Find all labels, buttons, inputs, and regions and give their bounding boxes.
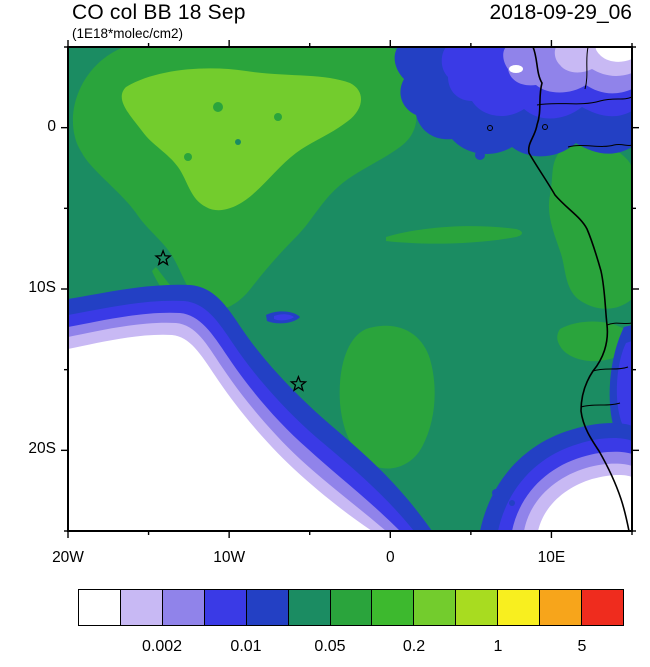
plume-speckle	[213, 102, 223, 112]
colorbar-cell	[371, 589, 415, 626]
country-border	[592, 366, 629, 372]
coastal-green-band	[548, 144, 632, 309]
blue-spot	[509, 500, 515, 506]
lake-outline	[542, 124, 548, 130]
colorbar-label: 5	[577, 638, 587, 655]
marker-layer	[154, 249, 308, 392]
blue-spot	[492, 489, 500, 497]
colorbar-cell	[455, 589, 499, 626]
star-marker	[289, 374, 308, 392]
lon-tick-label: 0	[385, 549, 395, 566]
colorbar-cell	[287, 589, 331, 626]
country-border	[567, 143, 632, 148]
map-plot	[61, 40, 639, 538]
lat-tick-label: 0	[47, 117, 56, 135]
country-border	[536, 96, 632, 106]
colorbar-cell	[329, 589, 373, 626]
lake-outline	[487, 125, 493, 131]
country-border	[584, 47, 589, 90]
colorbar-label: 0.05	[314, 638, 346, 655]
central-blue-dash-core	[274, 314, 294, 321]
lon-tick-label: 10E	[537, 549, 566, 566]
colorbar-cell	[497, 589, 541, 626]
thin-green-filament	[386, 226, 522, 244]
colorbar-cell	[119, 589, 163, 626]
plume-speckle	[184, 153, 192, 161]
coastal-green-patch-low	[557, 321, 630, 362]
colorbar-label: 0.002	[141, 638, 183, 655]
africa-coastline	[527, 47, 630, 531]
ne-lowco-white-core	[582, 47, 632, 62]
lat-tick-label: 20S	[28, 440, 56, 458]
lon-tick-label: 10W	[213, 549, 246, 566]
country-border	[580, 402, 621, 408]
country-border	[606, 322, 632, 326]
coast-blue-strip	[616, 341, 632, 439]
plot-frame	[67, 46, 633, 532]
ne-blue-spot	[475, 150, 485, 160]
colorbar-cell	[161, 589, 205, 626]
plume-core-region	[121, 68, 362, 211]
colorbar-label: 0.01	[230, 638, 262, 655]
colorbar-cell	[78, 589, 121, 626]
sw-ocean-white-region	[68, 334, 372, 531]
plume-speckle	[235, 139, 241, 145]
lat-tick-label: 10S	[28, 279, 56, 296]
ne-white-spot	[509, 65, 523, 73]
timestamp-label: 2018-09-29_06	[489, 1, 632, 24]
coastline-layer	[487, 47, 632, 531]
colorbar-label: 0.2	[402, 638, 426, 655]
colorbar-label: 1	[493, 638, 503, 655]
lon-tick-label: 20W	[52, 549, 84, 566]
page-title: CO col BB 18 Sep	[72, 1, 246, 24]
units-label: (1E18*molec/cm2)	[72, 26, 184, 41]
colorbar-cell	[581, 589, 624, 626]
plume-speckle	[274, 113, 282, 121]
se-ocean-white-region	[538, 474, 632, 531]
colorbar-cell	[413, 589, 457, 626]
south-central-green-blob	[339, 325, 435, 469]
colorbar-cell	[203, 589, 247, 626]
contour-fill-layer	[68, 47, 632, 531]
colorbar	[78, 589, 624, 626]
colorbar-cell	[539, 589, 583, 626]
colorbar-cell	[245, 589, 289, 626]
star-marker	[154, 249, 172, 266]
